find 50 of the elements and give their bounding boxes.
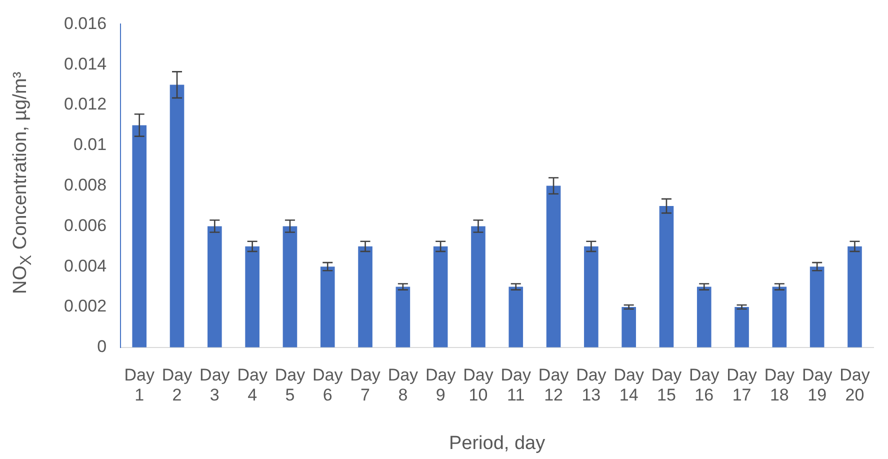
bar xyxy=(396,286,410,348)
x-tick-label: Day 19 xyxy=(802,365,833,405)
bar xyxy=(772,286,787,348)
y-tick-label: 0.016 xyxy=(64,14,107,33)
x-tick-label: Day 20 xyxy=(840,365,870,405)
bar xyxy=(622,307,636,348)
x-tick-label: Day 13 xyxy=(576,365,607,405)
x-tick-label: Day 4 xyxy=(237,365,268,405)
x-tick-label: Day 16 xyxy=(689,365,720,405)
bar xyxy=(508,286,524,348)
x-tick-label: Day 1 xyxy=(124,365,155,405)
x-tick-label: Day 9 xyxy=(425,365,456,405)
bar xyxy=(546,186,561,348)
bar xyxy=(734,307,749,348)
x-tick-label: Day 15 xyxy=(651,365,682,405)
y-tick-label: 0.002 xyxy=(64,296,107,316)
bar xyxy=(282,226,298,348)
x-tick-label: Day 3 xyxy=(200,365,230,405)
x-tick-label: Day 17 xyxy=(726,365,758,405)
x-tick-label: Day 2 xyxy=(162,365,193,405)
x-tick-label: Day 6 xyxy=(312,365,344,405)
y-tick-label: 0.014 xyxy=(64,54,107,74)
bar xyxy=(320,266,335,348)
y-tick-label: 0.012 xyxy=(64,94,107,114)
bar xyxy=(810,266,824,348)
bar xyxy=(245,246,260,348)
bar xyxy=(132,125,147,348)
bar xyxy=(471,226,486,348)
bar xyxy=(659,206,674,348)
y-tick-label: 0.006 xyxy=(64,216,107,235)
bar xyxy=(584,246,598,348)
bar xyxy=(433,246,448,348)
x-tick-label: Day 14 xyxy=(614,365,644,405)
y-tick-label: 0 xyxy=(97,337,107,356)
x-tick-label: Day 10 xyxy=(463,365,494,405)
y-tick-label: 0.008 xyxy=(64,175,107,194)
x-tick-label: Day 8 xyxy=(388,365,419,405)
bar xyxy=(170,84,184,348)
bar xyxy=(358,246,372,348)
x-tick-label: Day 18 xyxy=(764,365,796,405)
x-tick-label: Day 11 xyxy=(500,365,532,405)
y-tick-label: 0.01 xyxy=(73,135,107,154)
bar xyxy=(696,286,712,348)
x-tick-label: Day 7 xyxy=(350,365,381,405)
y-tick-label: 0.004 xyxy=(64,256,107,276)
bar xyxy=(208,226,222,348)
x-axis-title: Period, day xyxy=(448,432,546,454)
x-tick-label: Day 12 xyxy=(538,365,570,405)
bar xyxy=(848,246,862,348)
x-tick-label: Day 5 xyxy=(274,365,306,405)
